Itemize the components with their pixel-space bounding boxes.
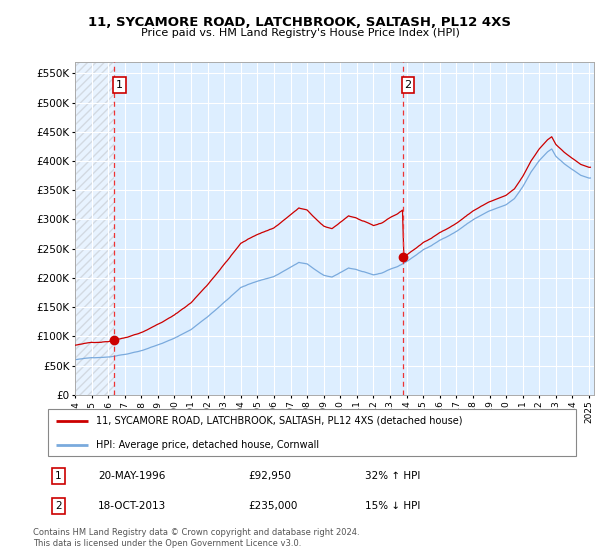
Text: 20-MAY-1996: 20-MAY-1996: [98, 471, 166, 481]
Text: Contains HM Land Registry data © Crown copyright and database right 2024.
This d: Contains HM Land Registry data © Crown c…: [33, 528, 359, 548]
Text: 15% ↓ HPI: 15% ↓ HPI: [365, 501, 420, 511]
Text: 1: 1: [55, 471, 62, 481]
Text: 32% ↑ HPI: 32% ↑ HPI: [365, 471, 420, 481]
Text: Price paid vs. HM Land Registry's House Price Index (HPI): Price paid vs. HM Land Registry's House …: [140, 28, 460, 38]
Text: 2: 2: [55, 501, 62, 511]
FancyBboxPatch shape: [48, 409, 576, 456]
Text: £92,950: £92,950: [248, 471, 292, 481]
Text: 18-OCT-2013: 18-OCT-2013: [98, 501, 166, 511]
Text: HPI: Average price, detached house, Cornwall: HPI: Average price, detached house, Corn…: [95, 440, 319, 450]
Text: 2: 2: [404, 80, 412, 90]
Text: £235,000: £235,000: [248, 501, 298, 511]
Text: 11, SYCAMORE ROAD, LATCHBROOK, SALTASH, PL12 4XS: 11, SYCAMORE ROAD, LATCHBROOK, SALTASH, …: [89, 16, 511, 29]
Text: 11, SYCAMORE ROAD, LATCHBROOK, SALTASH, PL12 4XS (detached house): 11, SYCAMORE ROAD, LATCHBROOK, SALTASH, …: [95, 416, 462, 426]
Text: 1: 1: [116, 80, 123, 90]
